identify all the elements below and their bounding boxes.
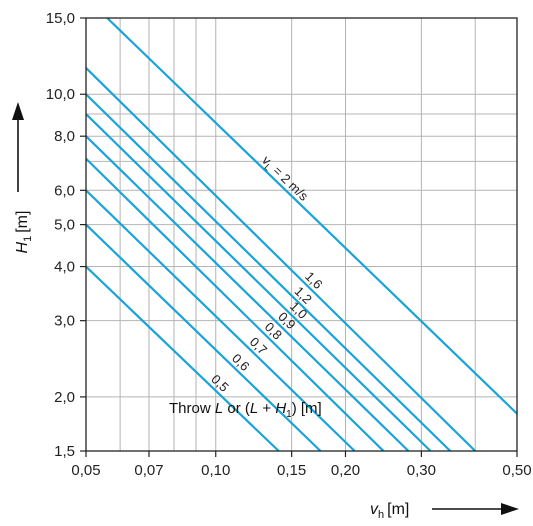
y-tick-label: 6,0 — [54, 182, 75, 199]
y-tick-label: 1,5 — [54, 443, 75, 460]
series-line — [85, 265, 280, 452]
x-tick-label: 0,10 — [201, 462, 230, 479]
y-tick-label: 2,0 — [54, 389, 75, 406]
x-tick-label: 0,07 — [134, 462, 163, 479]
x-tick-label: 0,50 — [502, 462, 531, 479]
throw-annotation: Throw L or (L + H1) [m] — [169, 400, 322, 420]
series-line — [85, 157, 385, 452]
y-tick-label: 15,0 — [46, 10, 75, 27]
plot-frame — [85, 17, 518, 452]
grid — [86, 18, 517, 451]
y-tick-label: 3,0 — [54, 313, 75, 330]
svg-text:0,6: 0,6 — [229, 351, 252, 374]
y-tick-label: 10,0 — [46, 86, 75, 103]
y-axis-label: H1[m] — [14, 211, 34, 254]
series-line — [85, 67, 477, 452]
svg-text:H1[m]: H1[m] — [14, 211, 34, 254]
series-label: 0,5 — [208, 371, 231, 394]
x-tick-label: 0,20 — [331, 462, 360, 479]
series-line — [85, 223, 322, 452]
x-tick-label: 0,30 — [407, 462, 436, 479]
series-line — [106, 17, 518, 415]
x-tick-label: 0,15 — [277, 462, 306, 479]
series-line — [85, 93, 452, 452]
series-lines — [85, 17, 518, 452]
series-line — [85, 189, 356, 452]
series-line — [85, 135, 410, 452]
svg-text:0,5: 0,5 — [208, 371, 231, 394]
x-axis-arrow — [432, 503, 519, 515]
y-tick-label: 8,0 — [54, 128, 75, 145]
svg-text:vL = 2 m/s: vL = 2 m/s — [258, 152, 312, 205]
tick-labels: 0,05 0,07 0,10 0,15 0,20 0,30 0,50 1,5 2,0 3,0 4,0… — [46, 10, 532, 479]
series-label: vL = 2 m/s — [258, 152, 312, 205]
series-line — [85, 113, 432, 452]
series-label: 0,6 — [229, 351, 252, 374]
y-tick-label: 4,0 — [54, 259, 75, 276]
y-axis-arrow — [12, 102, 24, 192]
x-tick-label: 0,05 — [71, 462, 100, 479]
y-tick-label: 5,0 — [54, 217, 75, 234]
x-axis-label: vh [m] — [370, 501, 409, 521]
